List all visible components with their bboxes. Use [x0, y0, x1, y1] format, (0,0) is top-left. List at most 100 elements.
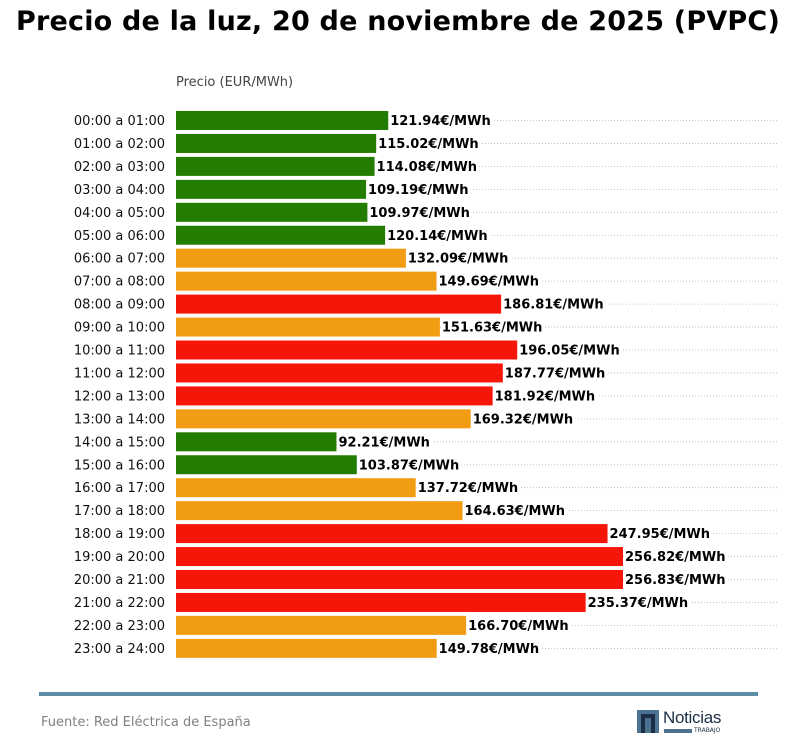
- value-label-background: [467, 618, 571, 633]
- bar-19-00-a-20-00: [176, 547, 623, 567]
- bar-17-00-a-18-00: [176, 501, 463, 521]
- value-label: 121.94€/MWh: [390, 114, 491, 129]
- category-tick-label: 16:00 a 17:00: [74, 481, 165, 496]
- value-label: 247.95€/MWh: [610, 527, 711, 542]
- value-label-background: [437, 274, 542, 289]
- bar-18-00-a-19-00: [176, 524, 608, 544]
- bar-01-00-a-02-00: [176, 133, 377, 153]
- bar-15-00-a-16-00: [176, 455, 357, 475]
- value-label: 132.09€/MWh: [408, 252, 509, 267]
- value-label-background: [608, 526, 713, 541]
- value-label-background: [357, 457, 462, 472]
- value-label: 151.63€/MWh: [442, 321, 542, 336]
- bar-10-00-a-11-00: [176, 340, 518, 360]
- bar-chart: Precio (EUR/MWh) 00:00 a 01:00 121.94€/MW…: [74, 75, 779, 658]
- value-label: 92.21€/MWh: [338, 435, 429, 450]
- category-tick-label: 09:00 a 10:00: [74, 321, 165, 336]
- value-label: 103.87€/MWh: [359, 458, 460, 473]
- bar-08-00-a-09-00: [176, 294, 502, 314]
- bar-06-00-a-07-00: [176, 248, 406, 268]
- bar-05-00-a-06-00: [176, 225, 386, 245]
- chart-title: Precio de la luz, 20 de noviembre de 202…: [16, 6, 780, 37]
- value-label: 120.14€/MWh: [387, 229, 488, 244]
- category-tick-label: 19:00 a 20:00: [74, 550, 165, 565]
- noticias-trabajo-logo: Noticias TRABAJO: [637, 708, 737, 734]
- value-label-background: [375, 159, 480, 174]
- category-tick-label: 20:00 a 21:00: [74, 573, 165, 588]
- footer-divider: [39, 692, 758, 696]
- value-label: 186.81€/MWh: [503, 298, 604, 313]
- source-note: Fuente: Red Eléctrica de España: [41, 715, 251, 730]
- value-label-background: [377, 136, 481, 151]
- bar-09-00-a-10-00: [176, 317, 440, 337]
- category-tick-label: 02:00 a 03:00: [74, 160, 165, 175]
- value-label-background: [389, 113, 493, 128]
- value-label: 235.37€/MWh: [588, 596, 689, 611]
- category-tick-label: 06:00 a 07:00: [74, 252, 165, 267]
- category-tick-label: 13:00 a 14:00: [74, 412, 165, 427]
- value-label-background: [502, 297, 606, 312]
- category-tick-label: 21:00 a 22:00: [74, 596, 165, 611]
- category-tick-label: 12:00 a 13:00: [74, 389, 165, 404]
- bar-07-00-a-08-00: [176, 271, 437, 291]
- value-label-background: [518, 343, 622, 357]
- category-tick-label: 18:00 a 19:00: [74, 527, 165, 542]
- value-label: 164.63€/MWh: [465, 504, 565, 519]
- category-tick-label: 11:00 a 12:00: [74, 366, 165, 381]
- bar-13-00-a-14-00: [176, 409, 471, 429]
- value-label: 256.83€/MWh: [625, 573, 726, 588]
- category-tick-label: 10:00 a 11:00: [74, 344, 165, 359]
- logo-underline: [664, 729, 692, 733]
- category-tick-label: 03:00 a 04:00: [74, 183, 165, 198]
- value-label-background: [463, 503, 568, 518]
- value-label-background: [437, 641, 542, 656]
- value-label: 187.77€/MWh: [505, 366, 605, 381]
- bar-03-00-a-04-00: [176, 179, 367, 199]
- bar-20-00-a-21-00: [176, 570, 623, 589]
- value-label: 114.08€/MWh: [377, 160, 478, 175]
- value-label-background: [503, 365, 608, 380]
- value-label-background: [440, 320, 545, 335]
- bar-14-00-a-15-00: [176, 432, 337, 452]
- value-label-background: [406, 251, 511, 266]
- value-label-background: [337, 434, 432, 449]
- bar-11-00-a-12-00: [176, 363, 503, 383]
- logo-n-icon: [637, 710, 659, 733]
- value-label: 149.78€/MWh: [439, 642, 539, 657]
- logo-wordmark: Noticias: [663, 708, 722, 727]
- category-tick-label: 00:00 a 01:00: [74, 114, 165, 129]
- category-tick-label: 22:00 a 23:00: [74, 619, 165, 634]
- value-label: 109.97€/MWh: [369, 206, 470, 221]
- bar-02-00-a-03-00: [176, 156, 375, 176]
- bar-12-00-a-13-00: [176, 386, 493, 406]
- category-tick-label: 17:00 a 18:00: [74, 504, 165, 519]
- logo-subtitle: TRABAJO: [694, 727, 721, 734]
- axis-label: Precio (EUR/MWh): [176, 75, 293, 90]
- value-label-background: [386, 228, 490, 243]
- value-label-background: [471, 411, 576, 426]
- bar-23-00-a-24-00: [176, 638, 437, 658]
- bar-04-00-a-05-00: [176, 202, 368, 222]
- category-tick-label: 04:00 a 05:00: [74, 206, 165, 221]
- value-label: 169.32€/MWh: [473, 412, 573, 427]
- value-label-background: [586, 595, 691, 610]
- category-tick-label: 01:00 a 02:00: [74, 137, 165, 152]
- value-label-background: [416, 480, 521, 495]
- bar-00-00-a-01-00: [176, 111, 389, 130]
- value-label: 149.69€/MWh: [439, 275, 539, 290]
- category-tick-label: 15:00 a 16:00: [74, 458, 165, 473]
- value-label: 166.70€/MWh: [468, 619, 569, 634]
- category-tick-label: 14:00 a 15:00: [74, 435, 165, 450]
- bar-21-00-a-22-00: [176, 592, 586, 612]
- category-tick-label: 05:00 a 06:00: [74, 229, 165, 244]
- value-label-background: [493, 388, 598, 403]
- value-label: 115.02€/MWh: [378, 137, 479, 152]
- value-label-background: [624, 572, 728, 587]
- value-label: 196.05€/MWh: [519, 344, 620, 359]
- value-label-background: [623, 549, 728, 564]
- value-label-background: [368, 205, 472, 220]
- value-label-background: [367, 182, 471, 197]
- category-tick-label: 23:00 a 24:00: [74, 642, 165, 657]
- value-label: 109.19€/MWh: [368, 183, 469, 198]
- value-label: 181.92€/MWh: [495, 389, 595, 404]
